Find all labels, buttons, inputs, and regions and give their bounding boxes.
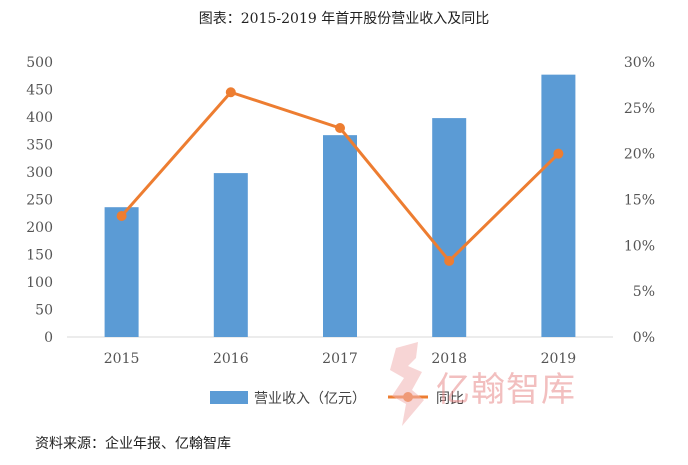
bar-2017 bbox=[323, 135, 357, 337]
x-tick-label: 2017 bbox=[322, 351, 358, 367]
legend-label-yoy: 同比 bbox=[436, 391, 464, 407]
y-left-tick-label: 200 bbox=[26, 220, 53, 236]
x-tick-label: 2016 bbox=[213, 351, 249, 367]
line-point-2018 bbox=[444, 255, 455, 266]
chart-title: 图表：2015-2019 年首开股份营业收入及同比 bbox=[198, 11, 490, 27]
y-right-tick-label: 15% bbox=[624, 193, 655, 209]
y-left-tick-label: 150 bbox=[26, 248, 53, 264]
line-point-2015 bbox=[116, 211, 127, 221]
legend-bar-swatch bbox=[210, 391, 248, 404]
watermark-logo-icon bbox=[390, 342, 424, 426]
watermark: 亿翰智库 bbox=[378, 338, 658, 433]
y-left-tick-label: 350 bbox=[26, 138, 53, 154]
line-point-2019 bbox=[553, 148, 564, 159]
y-left-tick-label: 500 bbox=[26, 55, 53, 71]
bar-2018 bbox=[432, 118, 467, 337]
y-right-tick-label: 5% bbox=[633, 284, 655, 300]
x-tick-label: 2018 bbox=[431, 351, 467, 367]
bar-2016 bbox=[213, 173, 248, 337]
line-point-2016 bbox=[225, 87, 236, 98]
y-right-tick-label: 10% bbox=[624, 238, 655, 254]
y-left-tick-label: 450 bbox=[26, 83, 53, 99]
legend-label-revenue: 营业收入（亿元） bbox=[254, 391, 366, 407]
y-right-tick-label: 0% bbox=[633, 330, 655, 346]
x-tick-label: 2015 bbox=[104, 351, 140, 367]
y-left-tick-label: 250 bbox=[26, 193, 53, 209]
y-left-tick-label: 0 bbox=[44, 330, 53, 346]
y-left-tick-label: 50 bbox=[35, 303, 53, 319]
y-right-tick-label: 30% bbox=[624, 55, 655, 71]
y-left-tick-label: 300 bbox=[26, 165, 53, 181]
x-tick-label: 2019 bbox=[541, 351, 577, 367]
line-point-2017 bbox=[335, 123, 345, 133]
y-left-tick-label: 400 bbox=[26, 110, 53, 126]
source-note: 资料来源：企业年报、亿翰智库 bbox=[35, 436, 231, 452]
bar-2015 bbox=[104, 207, 139, 337]
watermark-text: 亿翰智库 bbox=[436, 370, 576, 410]
y-left-tick-label: 100 bbox=[26, 275, 53, 291]
bar-2019 bbox=[541, 74, 576, 338]
y-right-tick-label: 25% bbox=[624, 101, 655, 117]
y-right-tick-label: 20% bbox=[624, 147, 655, 163]
